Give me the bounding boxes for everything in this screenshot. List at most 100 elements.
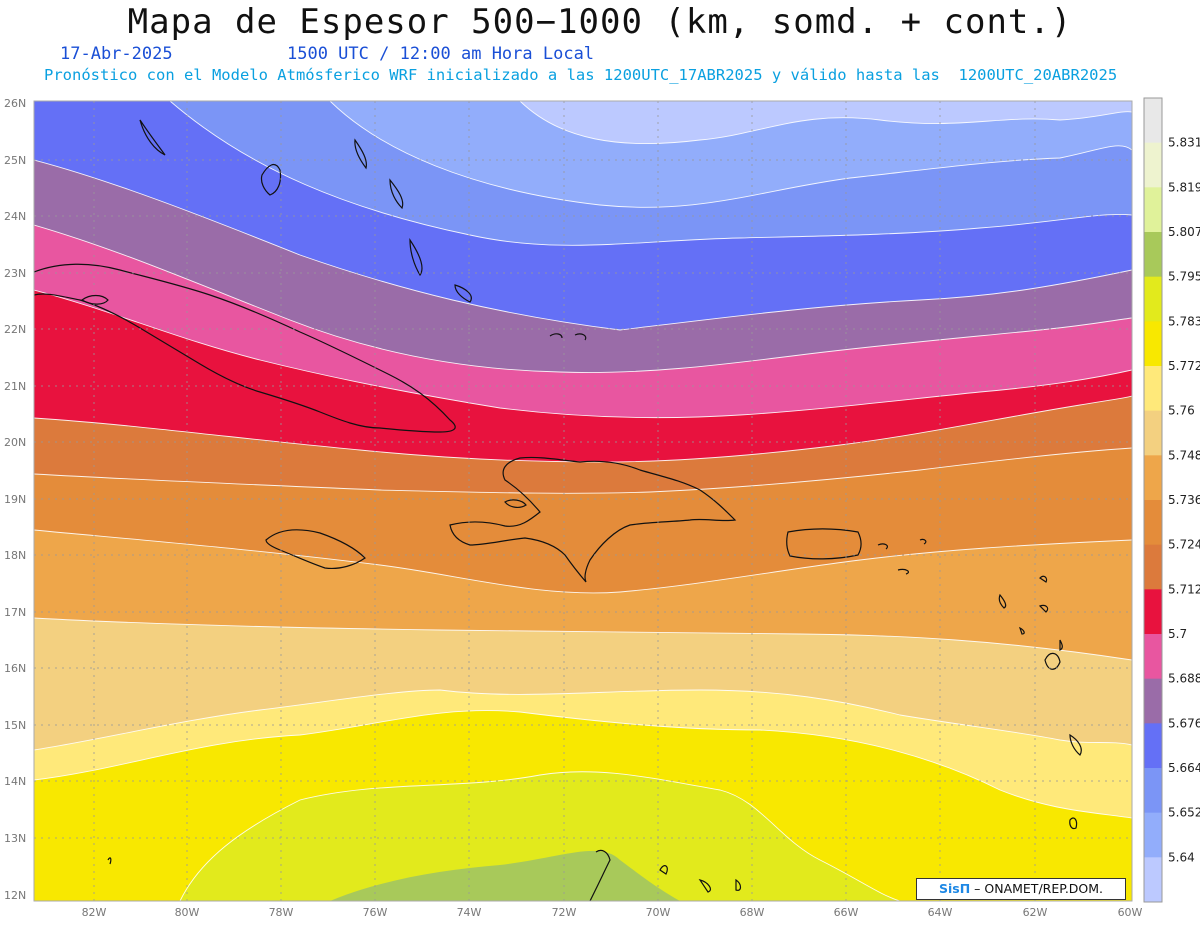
lon-label: 72W xyxy=(552,906,577,919)
forecast-note: Pronóstico con el Modelo Atmósferico WRF… xyxy=(44,66,1118,84)
thickness-shading xyxy=(34,101,1132,901)
lon-label: 76W xyxy=(363,906,388,919)
contour-line xyxy=(169,101,1132,246)
contour-line xyxy=(179,771,901,901)
lat-label: 25N xyxy=(4,154,26,167)
colorbar-swatch xyxy=(1144,812,1162,858)
colorbar-label: 5.819 xyxy=(1168,180,1200,194)
lat-label: 19N xyxy=(4,493,26,506)
contour-line xyxy=(34,289,1132,419)
colorbar-label: 5.652 xyxy=(1168,806,1200,820)
colorbar-swatch xyxy=(1144,768,1162,814)
turks-caicos-coastline xyxy=(549,333,587,341)
colorbar-swatch xyxy=(1144,232,1162,278)
colorbar-label: 5.76 xyxy=(1168,404,1195,418)
lat-label: 21N xyxy=(4,380,26,393)
lon-label: 60W xyxy=(1118,906,1143,919)
colorbar-swatch xyxy=(1144,187,1162,233)
contour-line xyxy=(329,101,1132,208)
colorbar-swatch xyxy=(1144,455,1162,501)
colorbar-swatch xyxy=(1144,857,1162,903)
colorbar-swatch xyxy=(1144,589,1162,635)
colorbar-label: 5.712 xyxy=(1168,582,1200,596)
lat-label: 17N xyxy=(4,606,26,619)
isla-juventud-coastline xyxy=(80,294,109,305)
longitude-axis: 82W 80W 78W 76W 74W 72W 70W 68W 66W 64W … xyxy=(82,906,1143,919)
colorbar-frame xyxy=(1143,97,1163,903)
colorbar-label: 5.724 xyxy=(1168,538,1200,552)
colorbar-swatch xyxy=(1144,276,1162,322)
colorbar-label: 5.783 xyxy=(1168,314,1200,328)
band-yellow-green xyxy=(180,771,900,901)
colorbar-swatch xyxy=(1144,366,1162,412)
lon-label: 66W xyxy=(834,906,859,919)
colorbar-label: 5.64 xyxy=(1168,850,1195,864)
contour-line xyxy=(34,710,1132,819)
lat-label: 14N xyxy=(4,775,26,788)
contour-line xyxy=(34,529,1132,594)
contour-line xyxy=(519,101,1132,145)
credit-box: SisΠ – ONAMET/REP.DOM. xyxy=(916,878,1126,900)
contour-line xyxy=(34,159,1132,331)
virgin-islands-coastline xyxy=(877,538,927,575)
lon-label: 62W xyxy=(1023,906,1048,919)
lat-label: 15N xyxy=(4,719,26,732)
jamaica-coastline xyxy=(265,529,366,570)
gonave-coastline xyxy=(504,499,527,508)
puerto-rico-coastline xyxy=(786,528,862,560)
colorbar-label: 5.664 xyxy=(1168,761,1200,775)
map-border xyxy=(33,100,1133,902)
lat-label: 26N xyxy=(4,97,26,110)
valid-date: 17-Abr-2025 xyxy=(60,44,173,64)
valid-time: 1500 UTC / 12:00 am Hora Local xyxy=(287,44,595,64)
colorbar-swatch xyxy=(1144,634,1162,680)
lon-label: 68W xyxy=(740,906,765,919)
colorbar-label: 5.807 xyxy=(1168,225,1200,239)
colorbar-swatch xyxy=(1144,98,1162,144)
lat-label: 12N xyxy=(4,889,26,902)
lon-label: 82W xyxy=(82,906,107,919)
lon-label: 80W xyxy=(175,906,200,919)
lat-label: 13N xyxy=(4,832,26,845)
colorbar-label: 5.795 xyxy=(1168,270,1200,284)
map-title: Mapa de Espesor 500−1000 (km, somd. + co… xyxy=(127,2,1073,42)
cuba-coastline xyxy=(34,263,456,433)
thickness-contours xyxy=(34,101,1132,901)
colorbar-swatch xyxy=(1144,723,1162,769)
colorbar-label: 5.736 xyxy=(1168,493,1200,507)
colorbar-swatch xyxy=(1144,142,1162,188)
bahamas-coastline xyxy=(139,119,472,303)
colorbar-label: 5.748 xyxy=(1168,448,1200,462)
band-green xyxy=(330,850,680,901)
colorbar-label: 5.676 xyxy=(1168,716,1200,730)
colorbar-label: 5.688 xyxy=(1168,672,1200,686)
sispi-logo: SisΠ xyxy=(938,881,971,896)
graticule xyxy=(34,101,1132,901)
lat-label: 18N xyxy=(4,549,26,562)
colorbar-label: 5.772 xyxy=(1168,359,1200,373)
lon-label: 78W xyxy=(269,906,294,919)
colorbar-swatch xyxy=(1144,678,1162,724)
contour-line xyxy=(34,617,1132,661)
colorbar-swatch xyxy=(1144,500,1162,546)
south-america-coastline xyxy=(107,849,742,901)
credit-text: – ONAMET/REP.DOM. xyxy=(974,881,1104,896)
colorbar-label: 5.831 xyxy=(1168,136,1200,150)
colorbar-swatch xyxy=(1144,410,1162,456)
colorbar: 5.831 5.819 5.807 5.795 5.783 5.772 5.76 5.748 5… xyxy=(1143,97,1200,903)
colorbar-swatch xyxy=(1144,321,1162,367)
lat-label: 16N xyxy=(4,662,26,675)
lat-label: 20N xyxy=(4,436,26,449)
lon-label: 64W xyxy=(928,906,953,919)
latitude-axis: 26N 25N 24N 23N 22N 21N 20N 19N 18N 17N … xyxy=(4,97,26,902)
hispaniola-coastline xyxy=(449,456,737,583)
lon-label: 70W xyxy=(646,906,671,919)
lon-label: 74W xyxy=(457,906,482,919)
colorbar-swatch xyxy=(1144,544,1162,590)
contour-line xyxy=(34,689,1132,751)
contour-line xyxy=(34,447,1132,494)
colorbar-label: 5.7 xyxy=(1168,627,1187,641)
contour-line xyxy=(34,224,1132,373)
coastlines xyxy=(34,119,1082,901)
